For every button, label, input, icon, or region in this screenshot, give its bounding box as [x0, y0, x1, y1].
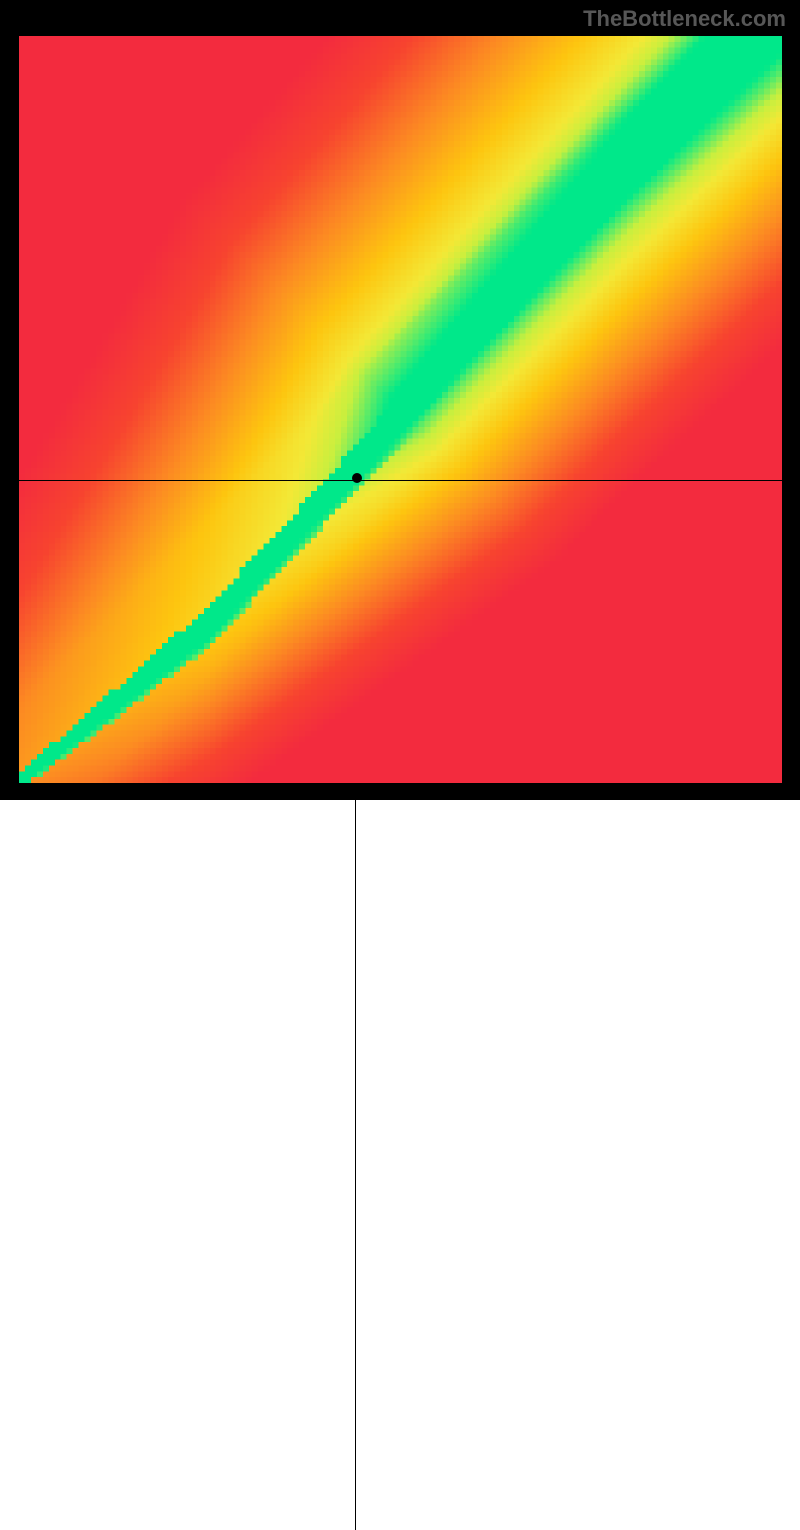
- crosshair-vertical: [355, 783, 356, 1530]
- data-point-marker: [352, 473, 362, 483]
- heatmap-canvas: [19, 36, 782, 783]
- chart-container: TheBottleneck.com: [0, 0, 800, 800]
- heatmap-plot: [19, 36, 782, 783]
- watermark-text: TheBottleneck.com: [583, 6, 786, 32]
- crosshair-horizontal: [19, 480, 782, 481]
